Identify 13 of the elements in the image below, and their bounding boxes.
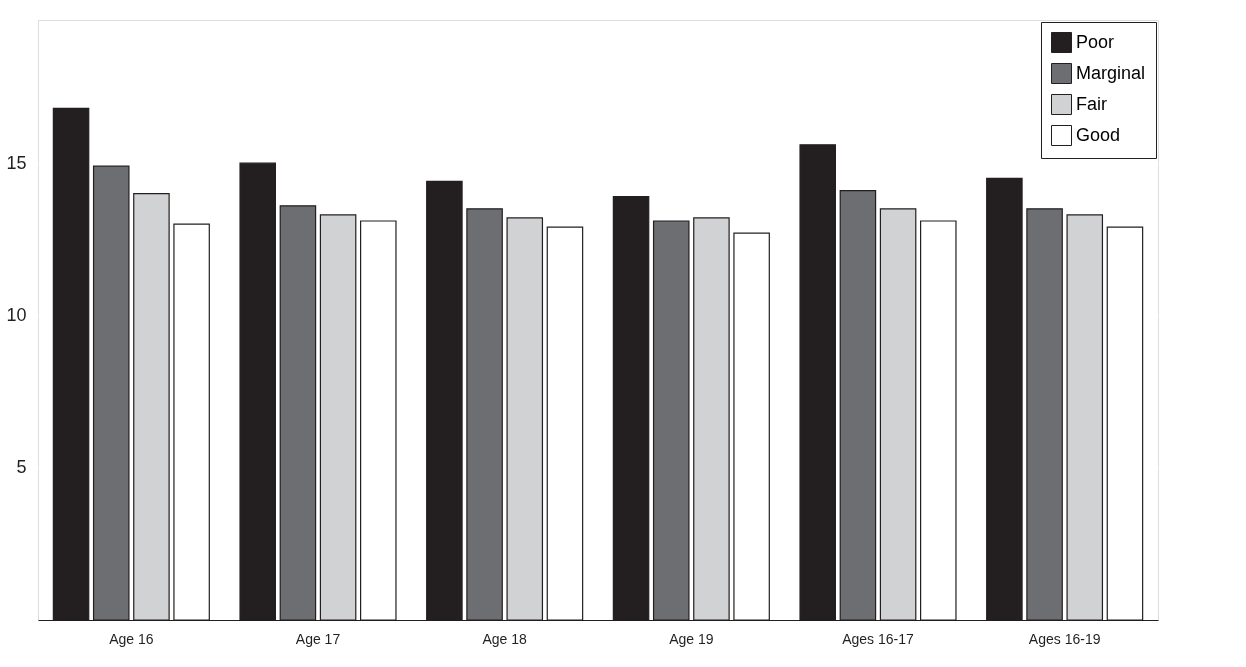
y-tick-label: 10 (6, 304, 27, 325)
y-tick-label: 5 (16, 457, 27, 478)
y-tick-label: 15 (6, 152, 27, 173)
x-tick-label: Ages 16-19 (1028, 630, 1101, 647)
legend-label: Marginal (1076, 62, 1146, 83)
x-tick-label: Age 16 (109, 630, 154, 647)
legend-label: Good (1076, 124, 1121, 145)
x-tick-label: Age 19 (669, 630, 714, 647)
legend-label: Poor (1076, 31, 1115, 52)
x-tick-label: Age 18 (482, 630, 528, 647)
x-tick-label: Age 17 (295, 630, 341, 647)
x-tick-label: Ages 16-17 (842, 630, 915, 647)
legend-label: Fair (1076, 93, 1107, 114)
